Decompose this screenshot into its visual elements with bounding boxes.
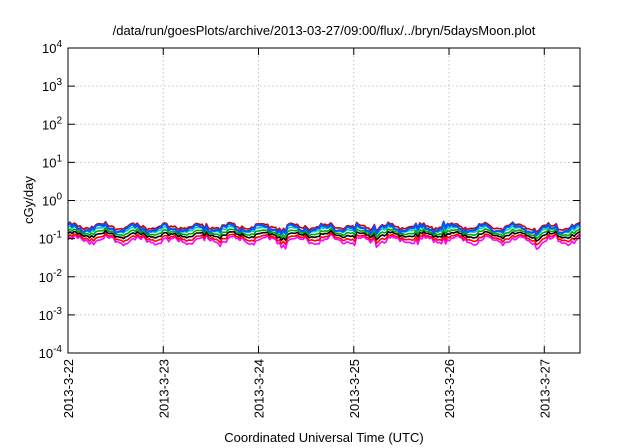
series-line (67, 229, 581, 242)
y-tick-label: 10-4 (39, 344, 63, 361)
y-tick-label: 101 (42, 153, 62, 170)
x-tick-label: 2013-3-27 (537, 359, 552, 418)
x-tick-label: 2013-3-22 (61, 359, 76, 418)
x-axis-label: Coordinated Universal Time (UTC) (224, 430, 423, 445)
grid (67, 48, 580, 353)
y-tick-label: 100 (42, 192, 62, 209)
y-tick-label: 10-2 (39, 268, 63, 285)
x-tick-label: 2013-3-26 (442, 359, 457, 418)
y-tick-label: 104 (42, 39, 62, 56)
x-tick-label: 2013-3-25 (347, 359, 362, 418)
series-line (67, 232, 581, 246)
ticks: 10-4 10-3 10-2 10-1 100 101 102 103 104 2013-3-22… (39, 39, 580, 418)
y-tick-label: 102 (42, 115, 62, 132)
series-line (67, 227, 581, 240)
y-axis-label: cGy/day (21, 176, 36, 224)
x-tick-label: 2013-3-24 (252, 359, 267, 418)
y-tick-label: 103 (42, 77, 62, 94)
series-line (67, 220, 581, 233)
y-tick-label: 10-1 (39, 230, 63, 247)
series-group (67, 220, 581, 250)
y-tick-label: 10-3 (39, 306, 63, 323)
chart-title: /data/run/goesPlots/archive/2013-03-27/0… (113, 23, 536, 38)
series-line (67, 220, 581, 236)
x-tick-label: 2013-3-23 (156, 359, 171, 418)
series-line (67, 233, 581, 250)
